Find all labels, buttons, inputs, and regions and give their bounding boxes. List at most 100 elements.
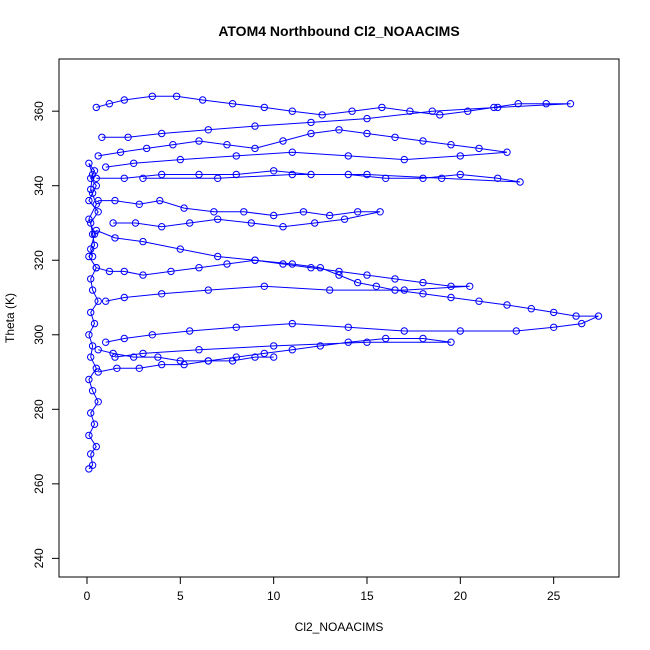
data-point <box>105 100 114 108</box>
data-point <box>92 174 101 183</box>
data-point <box>111 196 119 205</box>
data-point <box>85 331 93 339</box>
data-point <box>204 286 213 294</box>
data-point <box>90 420 99 428</box>
data-point <box>270 353 278 361</box>
data-point <box>232 152 241 160</box>
data-point <box>90 241 99 250</box>
data-point <box>109 349 117 358</box>
data-point <box>156 196 164 205</box>
data-point <box>251 256 259 264</box>
x-tick-label: 20 <box>454 589 468 603</box>
data-point <box>251 144 259 153</box>
data-point <box>88 189 97 197</box>
data-point <box>105 267 114 276</box>
series-lines <box>88 95 599 470</box>
series-points <box>85 92 603 473</box>
data-point <box>204 357 213 365</box>
data-point <box>578 319 586 328</box>
data-point <box>260 282 268 290</box>
data-point <box>223 260 231 268</box>
data-point <box>199 96 207 104</box>
data-point <box>102 297 110 305</box>
data-point <box>210 208 218 216</box>
data-point <box>316 342 324 350</box>
data-point <box>247 219 256 227</box>
data-point <box>90 230 99 238</box>
series-line <box>98 200 381 228</box>
data-point <box>464 107 472 115</box>
data-point <box>232 323 241 331</box>
data-point <box>87 245 95 253</box>
data-point <box>102 338 110 346</box>
data-point <box>148 92 157 101</box>
data-point <box>88 342 97 350</box>
data-point <box>240 208 248 216</box>
series-line <box>98 129 508 168</box>
data-point <box>260 349 268 358</box>
data-point <box>299 208 308 216</box>
data-point <box>232 170 241 179</box>
data-point <box>391 133 399 142</box>
data-point <box>400 286 408 294</box>
x-axis-label: Cl2_NOAACIMS <box>295 620 384 634</box>
data-point <box>447 293 455 302</box>
data-point <box>158 170 166 179</box>
data-point <box>176 357 185 365</box>
data-point <box>344 338 352 346</box>
data-point <box>542 100 550 108</box>
data-point <box>391 286 399 294</box>
data-point <box>516 178 524 186</box>
data-point <box>116 148 125 156</box>
data-point <box>456 152 464 160</box>
data-point <box>87 450 95 458</box>
data-point <box>154 353 162 361</box>
series-line <box>96 259 470 302</box>
data-point <box>94 368 102 376</box>
data-point <box>376 208 384 216</box>
data-point <box>572 312 580 320</box>
data-point <box>447 282 455 290</box>
data-point <box>94 196 102 205</box>
data-point <box>527 305 535 313</box>
data-point <box>260 103 268 112</box>
data-point <box>204 126 213 134</box>
data-point <box>94 346 102 354</box>
data-point <box>87 308 95 317</box>
data-point <box>503 301 511 309</box>
data-point <box>120 96 129 104</box>
data-point <box>382 174 390 183</box>
data-point <box>279 137 287 145</box>
data-point <box>400 155 408 164</box>
data-point <box>176 245 185 253</box>
data-point <box>318 111 326 119</box>
data-point <box>311 219 319 227</box>
chart-title: ATOM4 Northbound Cl2_NOAACIMS <box>218 23 459 39</box>
data-point <box>228 100 237 108</box>
data-point <box>87 353 95 361</box>
data-point <box>344 170 352 179</box>
data-point <box>131 219 140 227</box>
data-point <box>400 327 408 335</box>
series-line <box>96 170 521 183</box>
data-point <box>363 114 371 123</box>
data-point <box>120 267 129 276</box>
y-tick-label: 280 <box>32 399 46 419</box>
data-point <box>90 319 99 328</box>
data-point <box>270 342 278 350</box>
data-point <box>316 264 324 272</box>
data-point <box>214 215 222 223</box>
y-axis-label: Theta (K) <box>3 293 17 343</box>
data-point <box>288 170 296 179</box>
data-point <box>180 204 188 212</box>
data-point <box>288 148 296 156</box>
data-point <box>363 129 371 138</box>
data-point <box>363 170 371 179</box>
x-axis: 0 5 10 15 20 25 <box>84 576 561 603</box>
data-point <box>419 278 427 287</box>
data-point <box>326 286 334 294</box>
data-point <box>158 360 166 369</box>
data-point <box>167 267 175 276</box>
data-point <box>88 286 97 294</box>
